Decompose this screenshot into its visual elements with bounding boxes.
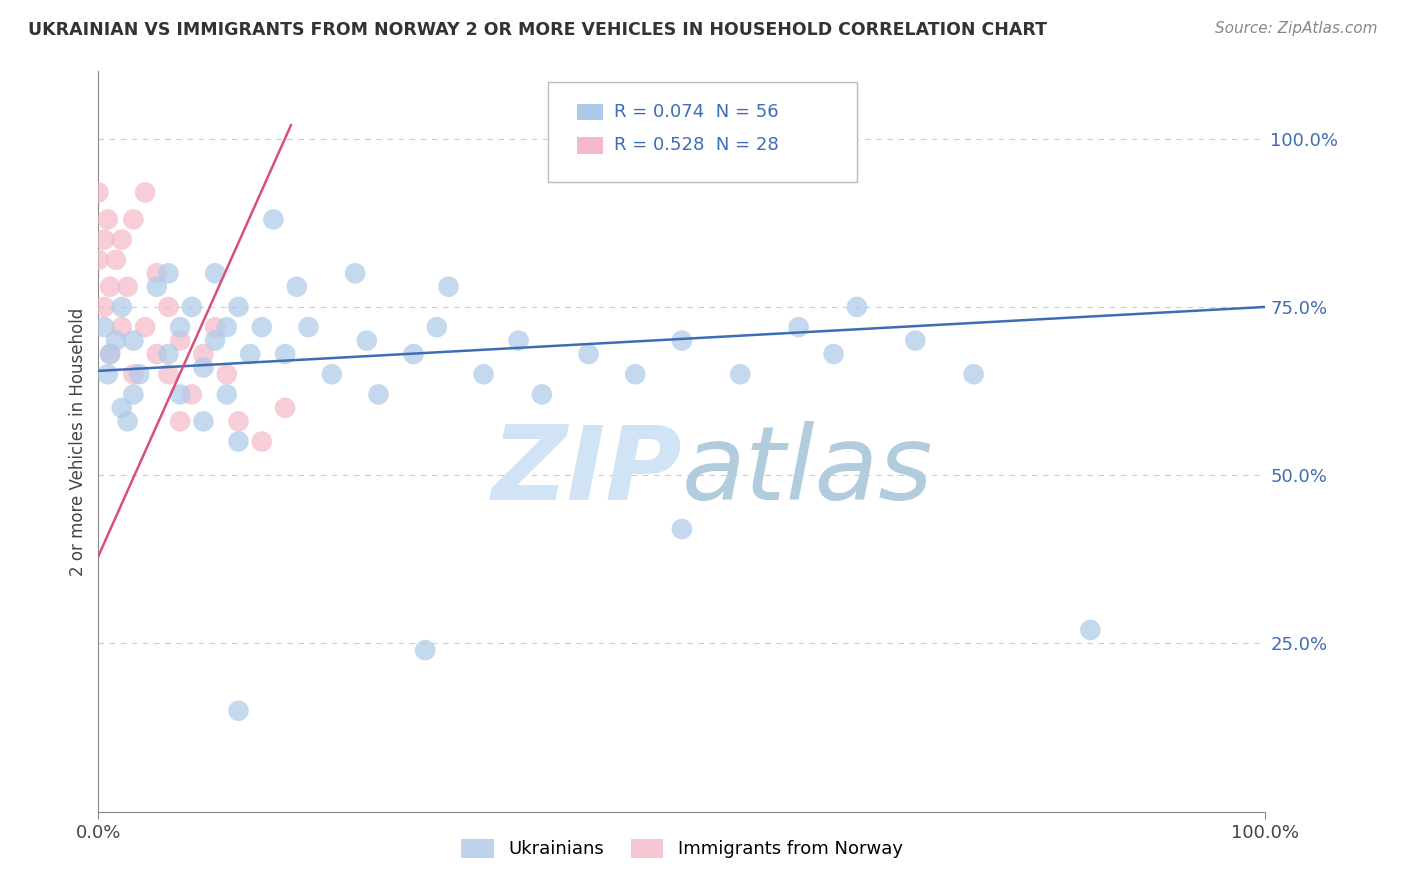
Point [1080, 623, 1102, 637]
Point [98, 279, 121, 293]
Point [426, 320, 449, 334]
Point [157, 266, 180, 280]
Point [97, 368, 120, 382]
Point [122, 334, 145, 348]
Point [117, 279, 139, 293]
Point [117, 414, 139, 428]
Text: R = 0.528  N = 28: R = 0.528 N = 28 [614, 136, 779, 154]
Text: UKRAINIAN VS IMMIGRANTS FROM NORWAY 2 OR MORE VEHICLES IN HOUSEHOLD CORRELATION : UKRAINIAN VS IMMIGRANTS FROM NORWAY 2 OR… [28, 21, 1047, 38]
Point [111, 320, 134, 334]
Text: ZIP: ZIP [491, 421, 682, 522]
Point [624, 368, 647, 382]
Point [169, 320, 191, 334]
Point [730, 368, 752, 382]
Point [104, 334, 127, 348]
Point [87, 186, 110, 200]
Point [134, 186, 156, 200]
Bar [576, 104, 603, 120]
Point [250, 434, 273, 449]
Point [413, 643, 436, 657]
Point [962, 368, 984, 382]
Point [228, 434, 250, 449]
Point [215, 368, 238, 382]
Point [157, 368, 180, 382]
Point [157, 347, 180, 361]
Point [297, 320, 319, 334]
Point [204, 266, 226, 280]
Point [146, 347, 169, 361]
Point [344, 266, 367, 280]
Point [228, 704, 250, 718]
Text: Source: ZipAtlas.com: Source: ZipAtlas.com [1215, 21, 1378, 36]
Point [93, 233, 115, 247]
Point [193, 347, 215, 361]
Point [122, 212, 145, 227]
Point [823, 347, 845, 361]
Text: R = 0.074  N = 56: R = 0.074 N = 56 [614, 103, 779, 121]
Point [98, 347, 121, 361]
Point [93, 300, 115, 314]
Point [402, 347, 425, 361]
Point [111, 233, 134, 247]
Point [228, 300, 250, 314]
Legend: Ukrainians, Immigrants from Norway: Ukrainians, Immigrants from Norway [454, 832, 910, 865]
Point [472, 368, 495, 382]
Point [122, 387, 145, 401]
Point [111, 401, 134, 415]
Point [104, 252, 127, 267]
Point [285, 279, 308, 293]
Point [87, 252, 110, 267]
Y-axis label: 2 or more Vehicles in Household: 2 or more Vehicles in Household [69, 308, 87, 575]
Point [239, 347, 262, 361]
Point [146, 279, 169, 293]
Point [437, 279, 460, 293]
Point [846, 300, 869, 314]
Point [367, 387, 389, 401]
Point [530, 387, 553, 401]
Point [93, 320, 115, 334]
Point [98, 347, 121, 361]
Point [228, 414, 250, 428]
Point [180, 387, 202, 401]
Point [169, 334, 191, 348]
Point [111, 300, 134, 314]
Point [169, 414, 191, 428]
Point [904, 334, 927, 348]
Point [146, 266, 169, 280]
Point [274, 347, 297, 361]
Point [215, 320, 238, 334]
Point [97, 212, 120, 227]
Point [193, 414, 215, 428]
Point [578, 347, 600, 361]
Point [193, 360, 215, 375]
Text: atlas: atlas [682, 421, 934, 521]
Point [274, 401, 297, 415]
Point [356, 334, 378, 348]
Point [128, 368, 150, 382]
Point [671, 522, 693, 536]
Point [134, 320, 156, 334]
Point [157, 300, 180, 314]
Point [508, 334, 530, 348]
Point [671, 334, 693, 348]
Point [787, 320, 810, 334]
Point [321, 368, 343, 382]
Point [169, 387, 191, 401]
Point [180, 300, 202, 314]
Point [250, 320, 273, 334]
Point [122, 368, 145, 382]
Point [215, 387, 238, 401]
FancyBboxPatch shape [548, 82, 858, 183]
Point [204, 334, 226, 348]
Bar [576, 137, 603, 153]
Point [204, 320, 226, 334]
Point [262, 212, 284, 227]
